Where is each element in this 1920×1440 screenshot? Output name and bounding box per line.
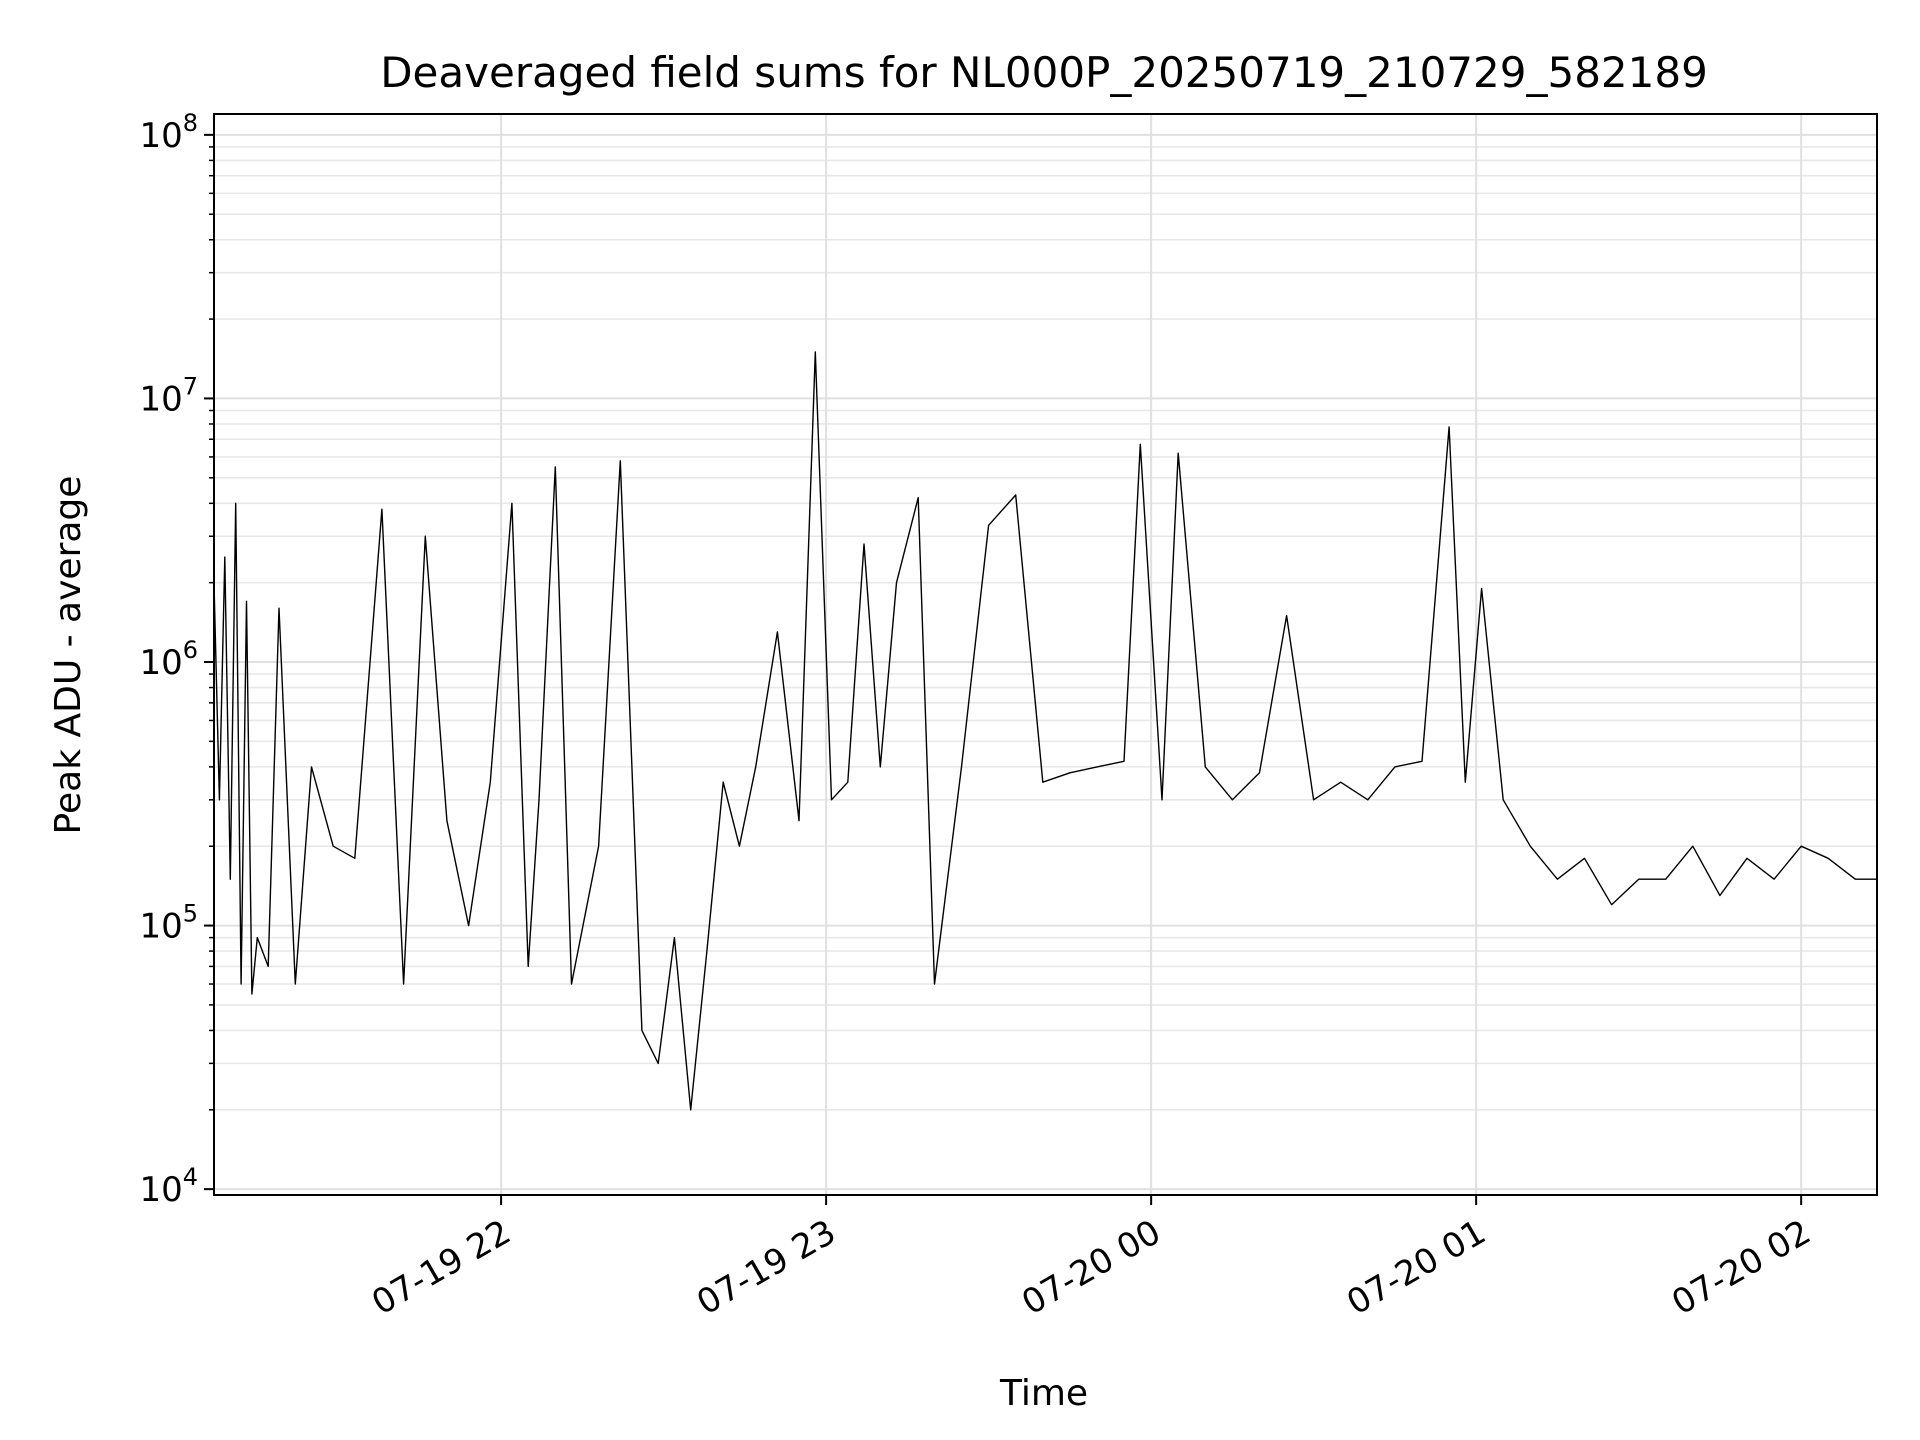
y-tick-label: 108 <box>139 109 198 156</box>
chart-title: Deaveraged field sums for NL000P_2025071… <box>380 48 1708 97</box>
x-axis-label: Time <box>999 1373 1088 1414</box>
y-tick-label: 106 <box>139 636 198 683</box>
series-line <box>213 351 1877 1111</box>
y-axis-label: Peak ADU - average <box>48 476 89 835</box>
grid-lines <box>214 114 1877 1195</box>
series-group <box>213 351 1877 1111</box>
y-tick-label: 104 <box>139 1163 198 1210</box>
y-axis-ticks: 104 105 106 107 108 <box>139 109 214 1210</box>
plot-area-frame <box>213 113 1878 1196</box>
y-tick-label: 107 <box>139 372 198 419</box>
y-tick-label: 105 <box>139 900 198 947</box>
